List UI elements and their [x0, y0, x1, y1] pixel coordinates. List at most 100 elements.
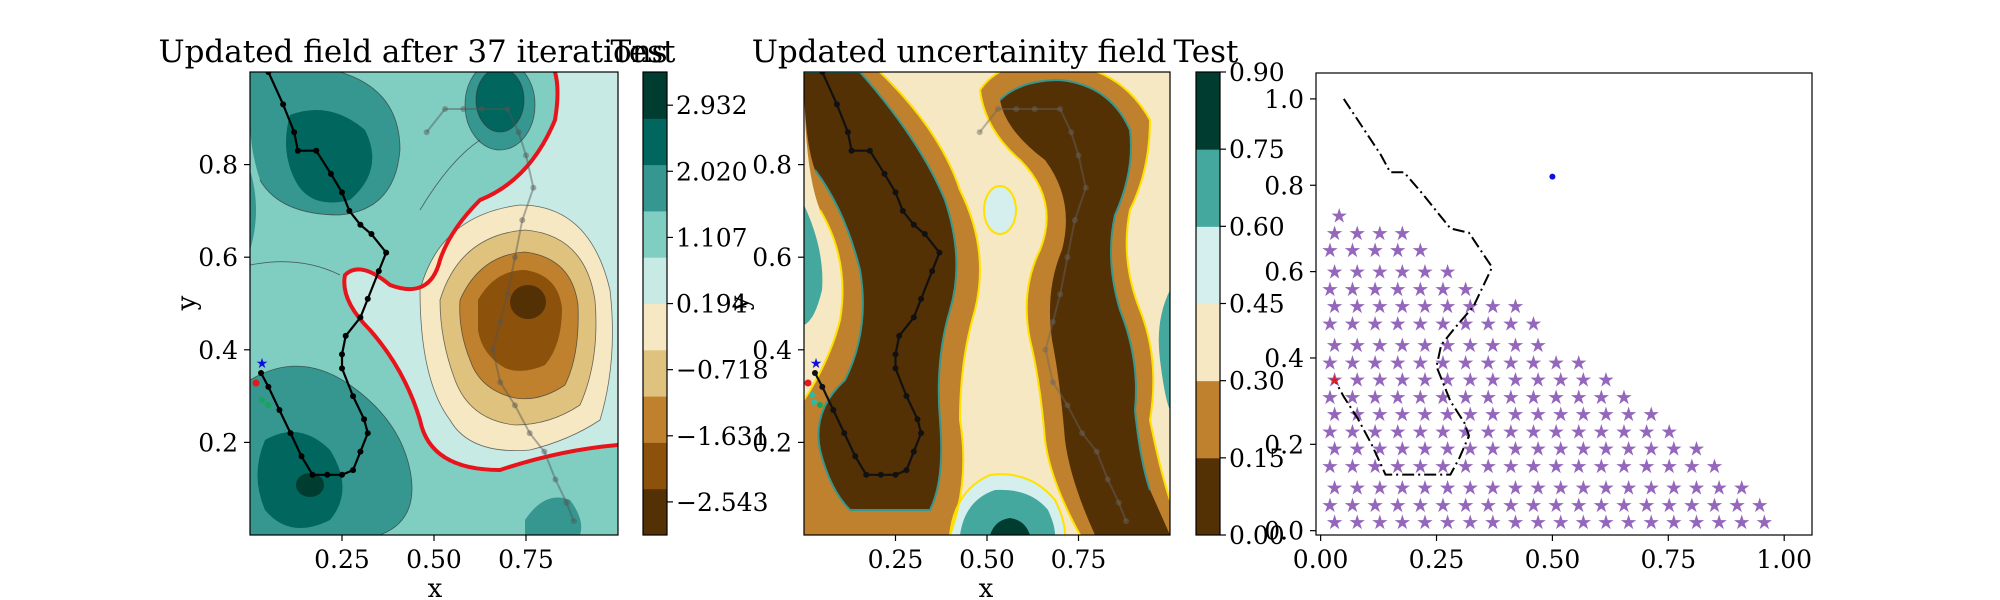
colorbar-tick-label: 0.60 — [1229, 212, 1285, 241]
candidate-star: ★ — [1597, 510, 1615, 534]
panel2-yticks: 0.2 0.4 0.6 0.8 — [752, 151, 804, 457]
candidate-star: ★ — [1321, 311, 1339, 335]
path-node — [1064, 402, 1071, 409]
candidate-star: ★ — [1411, 350, 1429, 374]
candidate-star: ★ — [1592, 419, 1610, 443]
candidate-star: ★ — [1439, 437, 1457, 461]
panel2-xlabel: x — [979, 574, 994, 600]
candidate-star: ★ — [1597, 437, 1615, 461]
path-node — [863, 471, 870, 478]
candidate-star: ★ — [1434, 419, 1452, 443]
path-node — [830, 406, 837, 413]
xtick-label: 0.25 — [868, 545, 924, 574]
path-node — [291, 129, 298, 136]
candidate-star: ★ — [1502, 493, 1520, 517]
colorbar-level — [643, 303, 667, 351]
candidate-star: ★ — [1525, 311, 1543, 335]
candidate-star: ★ — [1484, 437, 1502, 461]
candidate-star: ★ — [1665, 476, 1683, 500]
ytick-label: 0.4 — [198, 336, 238, 365]
candidate-star: ★ — [1330, 203, 1348, 227]
candidate-star: ★ — [1389, 277, 1407, 301]
field-start-green — [259, 397, 265, 403]
path-node — [899, 207, 906, 214]
path-node — [526, 430, 533, 437]
panel1-yticks: 0.2 0.4 0.6 0.8 — [198, 151, 250, 457]
candidate-star: ★ — [1688, 476, 1706, 500]
colorbar-level — [1196, 149, 1220, 227]
candidate-star: ★ — [1688, 510, 1706, 534]
path-node — [1031, 106, 1038, 113]
path-node — [910, 314, 917, 321]
candidate-star: ★ — [1620, 476, 1638, 500]
path-node — [511, 254, 518, 261]
unc-band-right-dark — [1000, 80, 1170, 535]
candidate-star: ★ — [1706, 454, 1724, 478]
path-node — [361, 416, 368, 423]
candidate-star: ★ — [1411, 277, 1429, 301]
path-node — [1042, 346, 1049, 353]
candidate-star: ★ — [1484, 368, 1502, 392]
candidate-star: ★ — [1371, 260, 1389, 284]
candidate-star: ★ — [1393, 402, 1411, 426]
candidate-star: ★ — [1615, 419, 1633, 443]
panel2-xticks: 0.25 0.50 0.75 — [868, 535, 1106, 574]
candidate-star: ★ — [1592, 493, 1610, 517]
candidate-star: ★ — [1529, 437, 1547, 461]
candidate-star: ★ — [1507, 510, 1525, 534]
candidate-star: ★ — [1348, 333, 1366, 357]
field-region-leftedge — [250, 170, 256, 250]
path-node — [903, 467, 910, 474]
candidate-star: ★ — [1507, 402, 1525, 426]
path-node — [892, 365, 899, 372]
candidate-star: ★ — [1574, 402, 1592, 426]
path-node — [350, 393, 357, 400]
path-node — [287, 430, 294, 437]
panel1-ylabel: y — [172, 295, 202, 311]
panel-scatter: ★ ★ ★ ★ ★ ★ ★ ★ ★ ★ ★ ★ ★ ★ ★ ★ ★ ★ ★ ★★ ★ ★ ★ ★ ★ ★ ★ ★ ★ ★ ★ ★ ★ ★ ★ ★ ★ ★ ★… — [1264, 72, 1813, 574]
candidate-star: ★ — [1457, 277, 1475, 301]
path-node — [523, 152, 529, 159]
path-node — [346, 207, 353, 214]
panel-uncertainty: Updated uncertainity field — [725, 34, 1285, 600]
field-region-lowright — [525, 497, 582, 535]
candidate-star: ★ — [1434, 454, 1452, 478]
candidate-star: ★ — [1439, 294, 1457, 318]
candidate-star: ★ — [1393, 294, 1411, 318]
colorbar-level — [643, 396, 667, 443]
path-node — [504, 291, 511, 298]
unc-center-light — [983, 185, 1017, 235]
colorbar-tick-label: 0.30 — [1229, 367, 1285, 396]
candidate-star: ★ — [1484, 402, 1502, 426]
path-node — [294, 147, 301, 154]
path-node — [563, 499, 570, 506]
colorbar-level — [1196, 226, 1220, 304]
path-node — [866, 147, 873, 154]
candidate-star: ★ — [1484, 510, 1502, 534]
candidate-star: ★ — [1688, 437, 1706, 461]
candidate-star: ★ — [1574, 437, 1592, 461]
colorbar-field: −2.543 −1.631 −0.718 0.194 1.107 2.020 2.932 — [642, 71, 769, 536]
candidate-star: ★ — [1326, 476, 1344, 500]
path-node — [852, 453, 859, 460]
path-node — [903, 393, 910, 400]
candidate-star: ★ — [1457, 454, 1475, 478]
candidate-star: ★ — [1393, 510, 1411, 534]
path-node — [929, 268, 936, 275]
candidate-star: ★ — [1411, 454, 1429, 478]
candidate-star: ★ — [1642, 402, 1660, 426]
field-region-lowleft-core — [296, 473, 324, 497]
path-node — [280, 101, 287, 108]
path-node — [892, 351, 899, 358]
path-node — [918, 430, 925, 437]
ytick-label: 0.6 — [752, 243, 792, 272]
candidate-star: ★ — [1439, 510, 1457, 534]
colorbar-tick-label: −1.631 — [676, 422, 769, 451]
candidate-star: ★ — [1393, 221, 1411, 245]
colorbar-tick-label: 2.020 — [676, 157, 748, 186]
path-node — [309, 471, 316, 478]
path-line — [978, 108, 1128, 522]
candidate-star: ★ — [1321, 419, 1339, 443]
candidate-star: ★ — [1615, 454, 1633, 478]
path-node — [881, 170, 888, 177]
